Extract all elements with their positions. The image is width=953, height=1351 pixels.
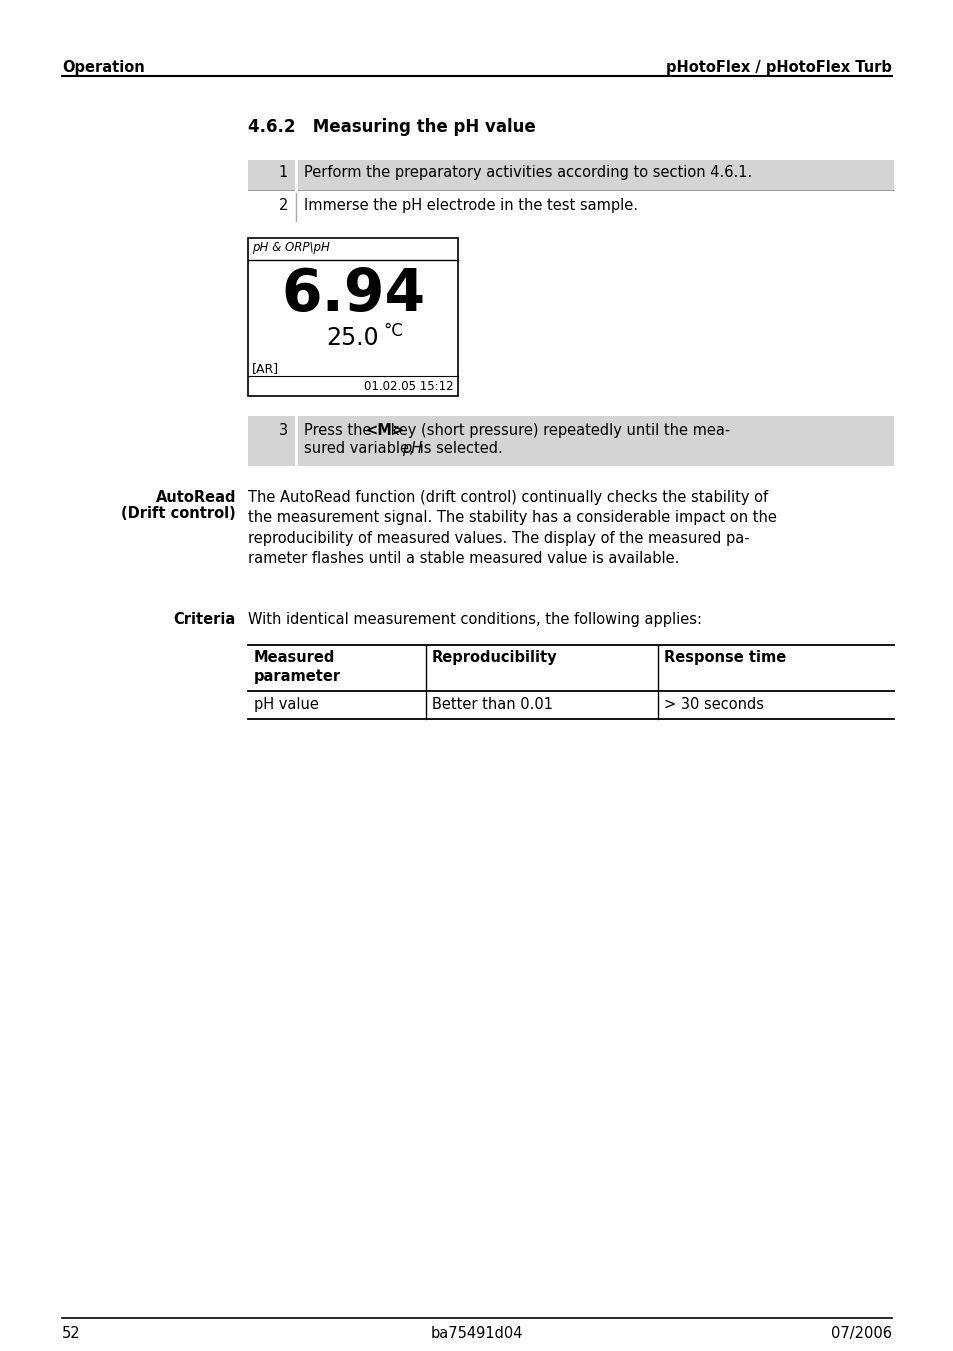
Text: Reproducibility: Reproducibility xyxy=(432,650,558,665)
FancyBboxPatch shape xyxy=(248,416,893,466)
Text: Operation: Operation xyxy=(62,59,145,76)
Text: Press the <M> key (short pressure) repeatedly until the mea-: Press the <M> key (short pressure) repea… xyxy=(304,423,757,438)
FancyBboxPatch shape xyxy=(248,238,457,396)
Text: Press the: Press the xyxy=(304,423,375,438)
Text: ba75491d04: ba75491d04 xyxy=(431,1325,522,1342)
Text: The AutoRead function (drift control) continually checks the stability of
the me: The AutoRead function (drift control) co… xyxy=(248,490,776,566)
Text: pH & ORP\pH: pH & ORP\pH xyxy=(252,240,330,254)
Text: pH: pH xyxy=(402,440,422,457)
FancyBboxPatch shape xyxy=(304,416,893,466)
Text: Better than 0.01: Better than 0.01 xyxy=(432,697,553,712)
Text: With identical measurement conditions, the following applies:: With identical measurement conditions, t… xyxy=(248,612,701,627)
Text: 52: 52 xyxy=(62,1325,81,1342)
Text: (Drift control): (Drift control) xyxy=(121,507,235,521)
Text: 4.6.2   Measuring the pH value: 4.6.2 Measuring the pH value xyxy=(248,118,536,136)
Text: sured variable,: sured variable, xyxy=(304,440,417,457)
Text: 01.02.05 15:12: 01.02.05 15:12 xyxy=(364,380,454,393)
Text: [AR]: [AR] xyxy=(252,362,279,376)
Text: key (short pressure) repeatedly until the mea-: key (short pressure) repeatedly until th… xyxy=(385,423,729,438)
Text: 1: 1 xyxy=(278,165,288,180)
Text: pHotoFlex / pHotoFlex Turb: pHotoFlex / pHotoFlex Turb xyxy=(665,59,891,76)
Text: 3: 3 xyxy=(278,423,288,438)
Text: Criteria: Criteria xyxy=(173,612,235,627)
Text: 25.0: 25.0 xyxy=(326,326,379,350)
Text: Measured
parameter: Measured parameter xyxy=(253,650,341,684)
Text: pH value: pH value xyxy=(253,697,318,712)
Text: > 30 seconds: > 30 seconds xyxy=(663,697,763,712)
Text: 6.94: 6.94 xyxy=(280,266,425,323)
Text: AutoRead: AutoRead xyxy=(155,490,235,505)
Text: <M>: <M> xyxy=(365,423,404,438)
FancyBboxPatch shape xyxy=(248,159,893,190)
Text: is selected.: is selected. xyxy=(415,440,502,457)
Text: 07/2006: 07/2006 xyxy=(830,1325,891,1342)
Text: Press the: Press the xyxy=(304,423,375,438)
Text: Response time: Response time xyxy=(663,650,785,665)
Text: Perform the preparatory activities according to section 4.6.1.: Perform the preparatory activities accor… xyxy=(304,165,752,180)
Text: 2: 2 xyxy=(278,199,288,213)
Text: °C: °C xyxy=(382,322,402,340)
Text: Immerse the pH electrode in the test sample.: Immerse the pH electrode in the test sam… xyxy=(304,199,638,213)
